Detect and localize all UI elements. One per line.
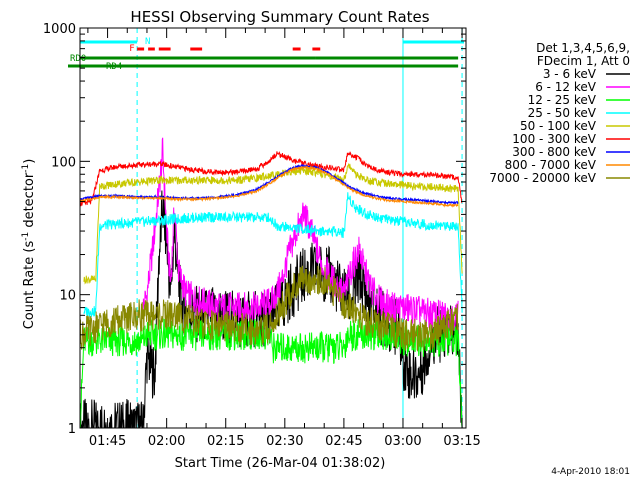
legend-entry-label: 6 - 12 keV bbox=[535, 80, 597, 94]
flare-label: F bbox=[129, 44, 134, 54]
legend-entry-label: 800 - 7000 keV bbox=[505, 158, 597, 172]
y-tick-label: 1000 bbox=[43, 22, 76, 37]
legend: Det 1,3,4,5,6,9,FDecim 1, Att 03 - 6 keV… bbox=[489, 41, 630, 185]
y-axis-label-part: ) bbox=[22, 159, 37, 164]
series-line bbox=[83, 192, 463, 319]
x-tick-label: 03:00 bbox=[384, 434, 421, 449]
y-axis-label-part: detector bbox=[22, 172, 37, 232]
rd0-label: RD0 bbox=[70, 54, 86, 64]
series-line bbox=[79, 165, 459, 208]
x-tick-label: 01:45 bbox=[89, 434, 126, 449]
axes-layer: 1 10 100 1000 01:45 02:00 02:15 02:30 02:45 03:00… bbox=[43, 22, 481, 449]
y-axis-label: Count Rate (s-1 detector-1) bbox=[21, 159, 37, 330]
series-line bbox=[79, 190, 463, 429]
legend-entry-label: 300 - 800 keV bbox=[512, 145, 596, 159]
series-line bbox=[83, 162, 463, 285]
plot-frame bbox=[79, 27, 467, 429]
series-line bbox=[79, 150, 463, 207]
svg-text:Count Rate (s-1 detector-1): Count Rate (s-1 detector-1) bbox=[21, 159, 37, 330]
y-axis-label-part: Count Rate (s bbox=[22, 241, 37, 330]
x-tick-label: 02:15 bbox=[207, 434, 244, 449]
series-layer bbox=[79, 137, 463, 429]
legend-entry-label: 25 - 50 keV bbox=[528, 106, 597, 120]
legend-entry-label: 12 - 25 keV bbox=[528, 93, 597, 107]
legend-header: Det 1,3,4,5,6,9, bbox=[536, 41, 630, 55]
series-line bbox=[79, 265, 459, 352]
legend-entry-label: 50 - 100 keV bbox=[520, 119, 597, 133]
y-axis-label-sup: -1 bbox=[21, 232, 31, 241]
annotation-layer: N F RD0 RD4 bbox=[68, 28, 465, 428]
y-tick-label: 100 bbox=[51, 155, 76, 170]
legend-entry-label: 7000 - 20000 keV bbox=[489, 171, 596, 185]
x-tick-label: 02:45 bbox=[325, 434, 362, 449]
x-tick-label: 02:00 bbox=[148, 434, 185, 449]
legend-entry-label: 100 - 300 keV bbox=[512, 132, 596, 146]
y-tick-label: 10 bbox=[59, 289, 76, 304]
legend-entry-label: 3 - 6 keV bbox=[543, 67, 597, 81]
legend-header: FDecim 1, Att 0 bbox=[537, 54, 630, 68]
x-axis-label: Start Time (26-Mar-04 01:38:02) bbox=[175, 456, 386, 471]
rd4-label: RD4 bbox=[106, 62, 122, 72]
chart-title: HESSI Observing Summary Count Rates bbox=[130, 8, 429, 26]
footer-date: 4-Apr-2010 18:01 bbox=[551, 467, 630, 477]
night-label: N bbox=[145, 37, 150, 47]
y-axis-label-sup: -1 bbox=[21, 164, 31, 173]
series-line bbox=[142, 137, 459, 332]
y-tick-label: 1 bbox=[68, 422, 76, 437]
x-tick-label: 02:30 bbox=[266, 434, 303, 449]
x-tick-label: 03:15 bbox=[443, 434, 480, 449]
